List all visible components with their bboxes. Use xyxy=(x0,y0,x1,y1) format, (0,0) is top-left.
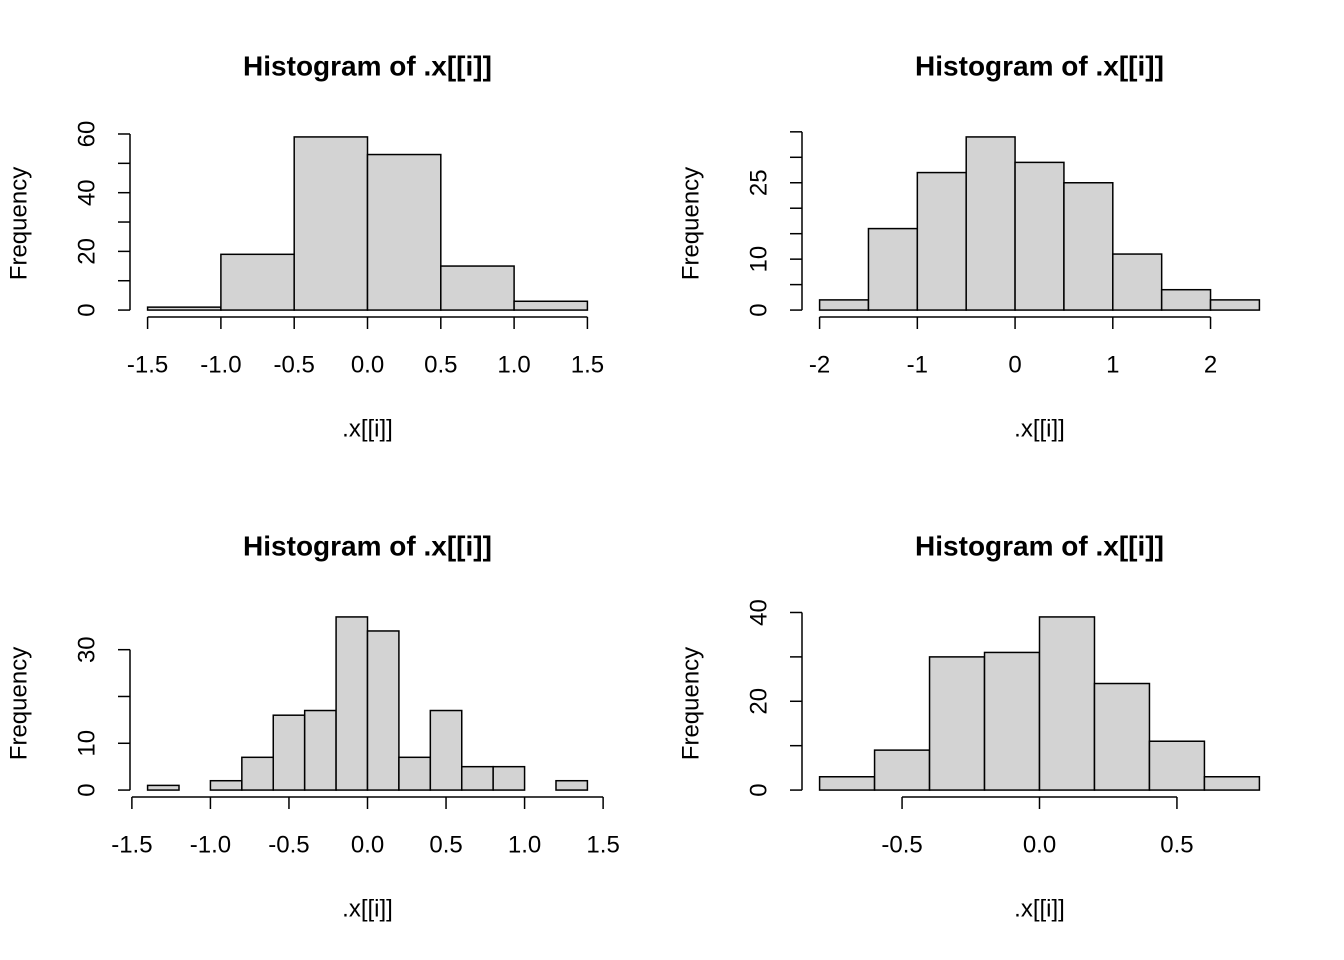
x-tick-label: -1.0 xyxy=(200,351,241,378)
histogram-bar xyxy=(398,756,432,791)
histogram-bar xyxy=(1014,161,1065,311)
x-tick-label: 0.5 xyxy=(429,831,462,858)
histogram-bar xyxy=(1112,253,1163,311)
histogram-bar xyxy=(1063,182,1114,311)
y-tick-label: 0 xyxy=(73,303,100,316)
histogram-bar xyxy=(1038,616,1096,791)
x-tick-label: -0.5 xyxy=(881,831,922,858)
x-tick-label: -0.5 xyxy=(268,831,309,858)
histogram-bar xyxy=(1148,740,1206,791)
histogram-bar xyxy=(916,171,967,311)
histogram-bar xyxy=(818,776,876,791)
x-tick-label: 1 xyxy=(1106,351,1119,378)
y-tick-label: 20 xyxy=(745,688,772,715)
histogram-bar xyxy=(209,779,243,791)
histogram-bar xyxy=(1203,776,1261,791)
x-axis-label: .x[[i]] xyxy=(342,895,393,922)
y-tick-label: 10 xyxy=(745,246,772,273)
x-tick-label: 0.5 xyxy=(424,351,457,378)
y-tick-label: 40 xyxy=(745,599,772,626)
histogram-bar xyxy=(983,651,1041,791)
x-tick-label: -1.5 xyxy=(111,831,152,858)
y-axis-label: Frequency xyxy=(677,167,704,280)
chart-title: Histogram of .x[[i]] xyxy=(243,50,492,81)
y-tick-label: 0 xyxy=(745,783,772,796)
histogram-bar xyxy=(293,136,369,311)
x-tick-label: -1.5 xyxy=(127,351,168,378)
histogram-bar xyxy=(555,779,589,791)
x-tick-label: -1.0 xyxy=(190,831,231,858)
histogram-bar xyxy=(146,306,222,311)
histogram-bar xyxy=(440,265,515,311)
histogram-bar xyxy=(460,765,494,791)
chart-title: Histogram of .x[[i]] xyxy=(915,50,1164,81)
x-tick-label: -2 xyxy=(809,351,830,378)
histogram-bar xyxy=(366,630,400,791)
y-axis-label: Frequency xyxy=(5,647,32,760)
x-tick-label: -1 xyxy=(907,351,928,378)
histogram-bar xyxy=(241,756,275,791)
histogram-bar xyxy=(429,709,463,791)
histogram-bar xyxy=(928,656,986,791)
y-tick-label: 0 xyxy=(745,303,772,316)
y-tick-label: 0 xyxy=(73,783,100,796)
histogram-bar xyxy=(1093,682,1151,791)
histogram-bar xyxy=(492,765,526,791)
x-axis-label: .x[[i]] xyxy=(1014,895,1065,922)
x-tick-label: 1.5 xyxy=(571,351,604,378)
y-axis-label: Frequency xyxy=(5,167,32,280)
histogram-bar xyxy=(146,784,180,791)
y-tick-label: 30 xyxy=(73,636,100,663)
chart-title: Histogram of .x[[i]] xyxy=(243,530,492,561)
x-tick-label: 0.0 xyxy=(1023,831,1056,858)
x-tick-label: 0.0 xyxy=(351,351,384,378)
histogram-bar xyxy=(965,136,1016,311)
x-axis-label: .x[[i]] xyxy=(342,415,393,442)
x-tick-label: 2 xyxy=(1204,351,1217,378)
histogram-bar xyxy=(1160,288,1212,311)
histogram-bar xyxy=(272,714,306,791)
histogram-bar xyxy=(867,227,919,311)
x-tick-label: 1.0 xyxy=(508,831,541,858)
histogram-bar xyxy=(366,153,442,311)
x-tick-label: 0.0 xyxy=(351,831,384,858)
y-tick-label: 20 xyxy=(73,238,100,265)
y-axis-label: Frequency xyxy=(677,647,704,760)
y-tick-label: 60 xyxy=(73,121,100,148)
y-tick-label: 10 xyxy=(73,730,100,757)
histogram-bar xyxy=(873,749,931,791)
x-tick-label: 0 xyxy=(1008,351,1021,378)
histogram-bar xyxy=(335,616,369,791)
y-tick-label: 40 xyxy=(73,179,100,206)
histogram-bar xyxy=(1209,299,1261,311)
x-tick-label: 0.5 xyxy=(1160,831,1193,858)
histogram-bar xyxy=(513,300,589,311)
x-tick-label: -0.5 xyxy=(274,351,315,378)
x-tick-label: 1.5 xyxy=(586,831,619,858)
chart-title: Histogram of .x[[i]] xyxy=(915,530,1164,561)
histogram-bar xyxy=(220,253,295,311)
y-tick-label: 25 xyxy=(745,169,772,196)
histogram-bar xyxy=(818,299,870,311)
x-axis-label: .x[[i]] xyxy=(1014,415,1065,442)
histogram-bar xyxy=(303,709,337,791)
x-tick-label: 1.0 xyxy=(497,351,530,378)
